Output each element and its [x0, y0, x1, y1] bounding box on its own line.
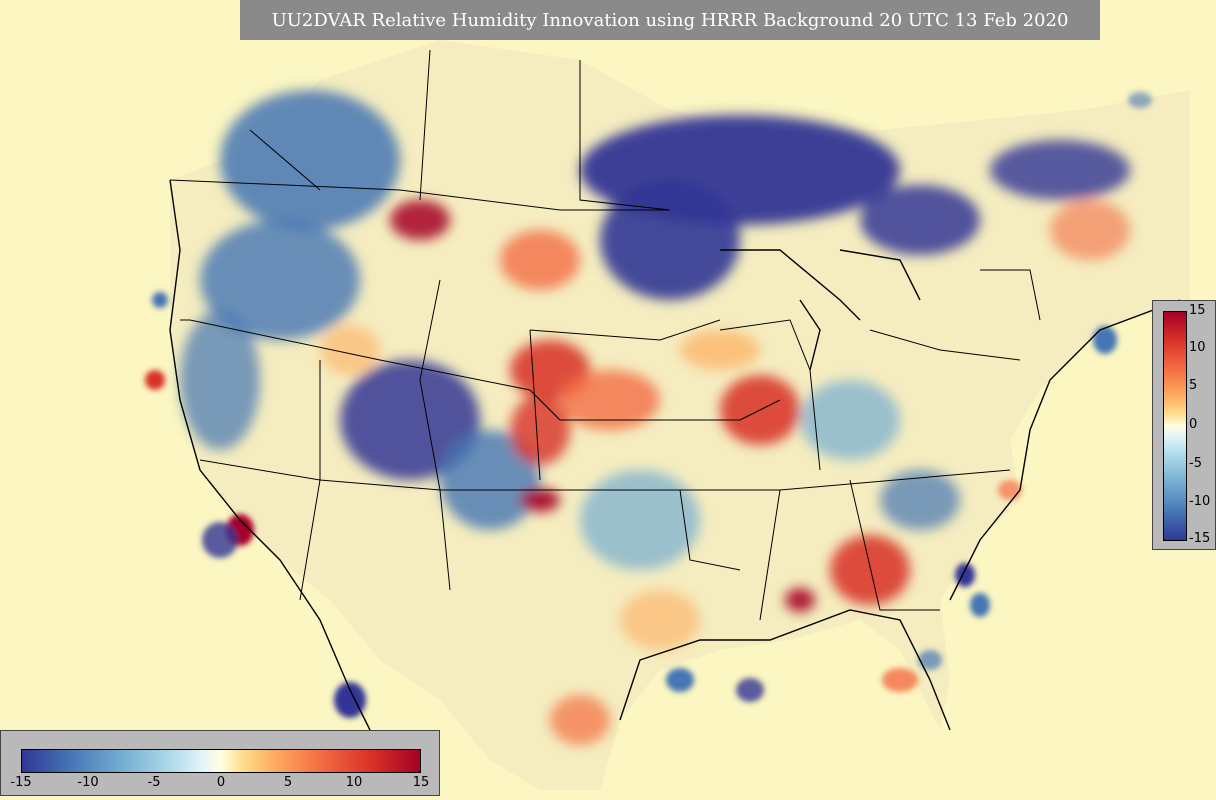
map-title: UU2DVAR Relative Humidity Innovation usi… [240, 0, 1100, 40]
horizontal-colorbar-gradient [21, 749, 421, 773]
state-borders [169, 49, 1041, 621]
coastlines [169, 179, 1181, 731]
horizontal-colorbar-tick: -5 [147, 775, 161, 790]
vertical-colorbar-tick: 0 [1189, 417, 1198, 432]
horizontal-colorbar-tick: 15 [412, 775, 430, 790]
vertical-colorbar-gradient [1163, 311, 1187, 541]
horizontal-colorbar-tick: 5 [283, 775, 293, 790]
vertical-colorbar-tick: 5 [1189, 378, 1198, 393]
horizontal-colorbar-tick: 10 [345, 775, 363, 790]
vertical-colorbar-tick: -15 [1189, 531, 1211, 546]
innovation-field [180, 90, 1130, 745]
horizontal-colorbar-tick: -10 [77, 775, 99, 790]
horizontal-colorbar: -15 -10 -5 0 5 10 15 [0, 730, 440, 796]
vertical-colorbar-tick: 10 [1189, 340, 1206, 355]
horizontal-colorbar-tick: 0 [216, 775, 226, 790]
vertical-colorbar-tick: -5 [1189, 456, 1202, 471]
horizontal-colorbar-tick: -15 [10, 775, 32, 790]
vertical-colorbar-tick: 15 [1189, 303, 1206, 318]
vertical-colorbar: 15 10 5 0 -5 -10 -15 [1152, 300, 1216, 550]
offshore-blobs [145, 92, 1152, 718]
vertical-colorbar-tick: -10 [1189, 494, 1211, 509]
humidity-innovation-map [20, 0, 1190, 800]
